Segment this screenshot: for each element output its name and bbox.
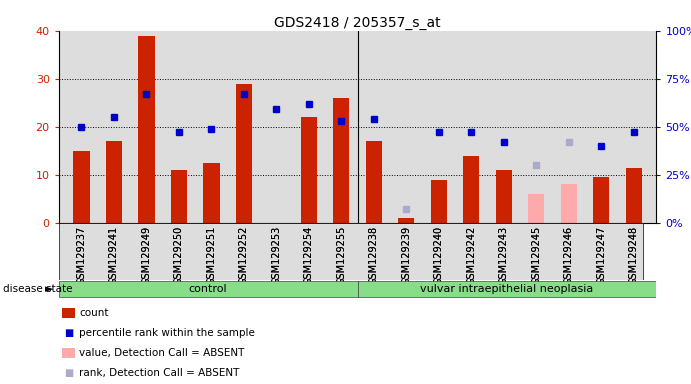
Text: GSM129247: GSM129247 xyxy=(596,225,606,285)
Text: count: count xyxy=(79,308,109,318)
FancyBboxPatch shape xyxy=(59,281,358,297)
Bar xyxy=(495,170,512,223)
Text: GSM129253: GSM129253 xyxy=(272,225,281,285)
Title: GDS2418 / 205357_s_at: GDS2418 / 205357_s_at xyxy=(274,16,441,30)
Text: GSM129242: GSM129242 xyxy=(466,225,476,285)
Text: GSM129240: GSM129240 xyxy=(434,225,444,285)
Text: GSM129240: GSM129240 xyxy=(434,225,444,285)
Text: GSM129254: GSM129254 xyxy=(304,225,314,285)
Text: GSM129241: GSM129241 xyxy=(109,225,119,285)
Text: GSM129252: GSM129252 xyxy=(239,225,249,285)
Text: GSM129237: GSM129237 xyxy=(77,225,86,285)
Bar xyxy=(301,117,317,223)
Text: GSM129252: GSM129252 xyxy=(239,225,249,285)
Text: GSM129255: GSM129255 xyxy=(337,225,346,285)
Text: GSM129246: GSM129246 xyxy=(564,225,574,285)
Text: GSM129245: GSM129245 xyxy=(531,225,541,285)
Bar xyxy=(625,167,642,223)
Text: GSM129239: GSM129239 xyxy=(401,225,411,285)
Bar xyxy=(366,141,382,223)
Text: ►: ► xyxy=(45,284,53,294)
Text: GSM129237: GSM129237 xyxy=(77,225,86,285)
Bar xyxy=(138,36,155,223)
Bar xyxy=(203,163,220,223)
Text: value, Detection Call = ABSENT: value, Detection Call = ABSENT xyxy=(79,348,245,358)
Text: GSM129251: GSM129251 xyxy=(207,225,216,285)
Text: GSM129238: GSM129238 xyxy=(369,225,379,285)
Bar xyxy=(236,84,252,223)
Text: ■: ■ xyxy=(64,328,73,338)
Text: GSM129255: GSM129255 xyxy=(337,225,346,285)
Text: GSM129243: GSM129243 xyxy=(499,225,509,285)
Bar xyxy=(73,151,90,223)
Text: GSM129239: GSM129239 xyxy=(401,225,411,285)
Text: disease state: disease state xyxy=(3,284,73,294)
Text: GSM129254: GSM129254 xyxy=(304,225,314,285)
Text: GSM129246: GSM129246 xyxy=(564,225,574,285)
Text: GSM129250: GSM129250 xyxy=(174,225,184,285)
Bar xyxy=(106,141,122,223)
Text: GSM129251: GSM129251 xyxy=(207,225,216,285)
Bar xyxy=(560,184,577,223)
Text: GSM129245: GSM129245 xyxy=(531,225,541,285)
Text: GSM129249: GSM129249 xyxy=(142,225,151,285)
Text: GSM129248: GSM129248 xyxy=(629,225,638,285)
Bar xyxy=(333,98,350,223)
Text: GSM129249: GSM129249 xyxy=(142,225,151,285)
Bar xyxy=(171,170,187,223)
Text: GSM129250: GSM129250 xyxy=(174,225,184,285)
FancyBboxPatch shape xyxy=(59,223,643,280)
FancyBboxPatch shape xyxy=(358,281,656,297)
Text: GSM129247: GSM129247 xyxy=(596,225,606,285)
Text: GSM129248: GSM129248 xyxy=(629,225,638,285)
Text: GSM129241: GSM129241 xyxy=(109,225,119,285)
Bar xyxy=(528,194,545,223)
Text: control: control xyxy=(189,284,227,294)
Text: GSM129238: GSM129238 xyxy=(369,225,379,285)
Bar xyxy=(430,180,447,223)
Text: rank, Detection Call = ABSENT: rank, Detection Call = ABSENT xyxy=(79,368,240,378)
Bar xyxy=(463,156,480,223)
Bar xyxy=(398,218,415,223)
Text: percentile rank within the sample: percentile rank within the sample xyxy=(79,328,256,338)
Text: ■: ■ xyxy=(64,368,73,378)
Text: GSM129242: GSM129242 xyxy=(466,225,476,285)
Text: vulvar intraepithelial neoplasia: vulvar intraepithelial neoplasia xyxy=(420,284,594,294)
Bar xyxy=(593,177,609,223)
Text: GSM129253: GSM129253 xyxy=(272,225,281,285)
Text: GSM129243: GSM129243 xyxy=(499,225,509,285)
